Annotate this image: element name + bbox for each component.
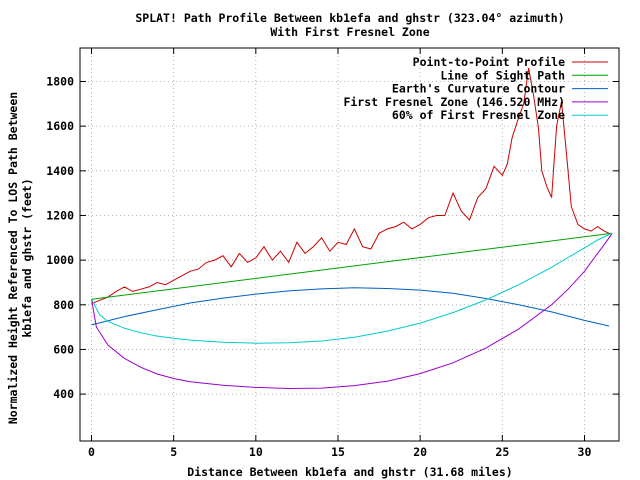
x-tick-label: 5 [170,445,177,459]
y-tick-label: 1200 [46,208,74,222]
series-line-3 [91,287,610,327]
y-tick-label: 1800 [46,74,74,88]
series-lines [91,68,613,390]
chart-title-line2: With First Fresnel Zone [270,25,429,39]
axis-ticks: 0 5 10 15 20 25 30 400 600 800 1000 1200 1400 1600 180… [46,48,619,459]
x-tick-label: 20 [413,445,427,459]
x-tick-label: 15 [331,445,345,459]
legend-label-2: Line of Sight Path [440,68,565,82]
series-line-4 [91,233,613,390]
legend-label-4: First Fresnel Zone (146.520 MHz) [343,95,565,109]
y-axis-label-line1: Normalized Height Referenced To LOS Path… [6,92,20,424]
series-line-2 [91,232,613,300]
y-tick-label: 800 [53,298,74,312]
y-tick-label: 400 [53,387,74,401]
legend-label-5: 60% of First Fresnel Zone [392,108,565,122]
y-tick-label: 1400 [46,164,74,178]
x-tick-label: 30 [578,445,592,459]
grid [80,48,619,441]
x-tick-label: 0 [88,445,95,459]
y-tick-label: 1600 [46,119,74,133]
y-axis-label-line2: kb1efa and ghstr (feet) [20,178,34,337]
x-tick-label: 10 [249,445,263,459]
legend-label-1: Point-to-Point Profile [413,55,565,69]
x-tick-label: 25 [495,445,509,459]
chart-title-line1: SPLAT! Path Profile Between kb1efa and g… [135,11,564,25]
series-line-1 [91,68,610,305]
y-tick-label: 1000 [46,253,74,267]
series-line-5 [91,232,613,344]
legend-label-3: Earth's Curvature Contour [392,82,565,96]
plot-border [79,47,620,442]
y-tick-label: 600 [53,342,74,356]
x-axis-label: Distance Between kb1efa and ghstr (31.68… [187,465,512,479]
